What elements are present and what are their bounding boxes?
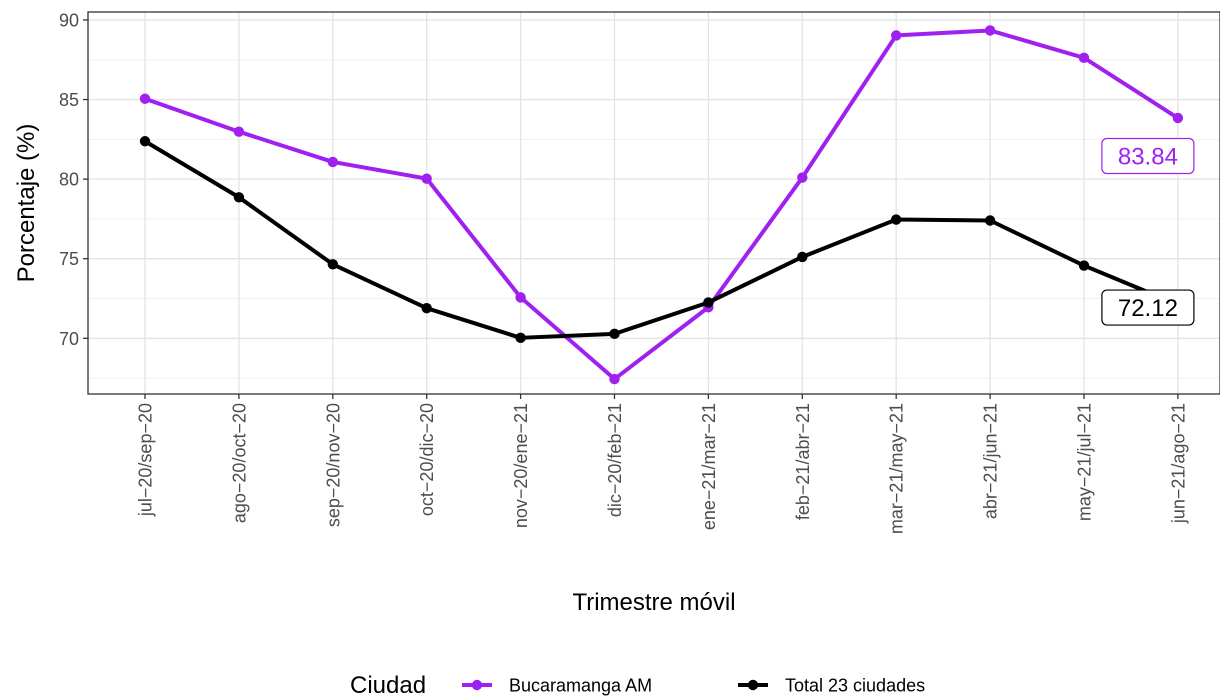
y-tick-label: 70 [59,329,79,349]
legend-label: Bucaramanga AM [509,676,652,696]
x-tick-label: nov−20/ene−21 [511,403,531,528]
x-tick-label: dic−20/feb−21 [605,403,625,517]
data-point [233,126,245,137]
data-point [515,332,526,344]
x-axis: jul−20/sep−20 ago−20/oct−20 sep−20/nov−20 o… [136,394,1188,534]
legend-key-point [747,679,759,691]
y-axis-title: Porcentaje (%) [13,124,40,283]
data-point [421,303,432,314]
y-tick-label: 90 [59,10,79,30]
data-point [891,30,902,41]
data-point [421,173,432,184]
plot-panel [88,12,1220,394]
end-label: 83.84 [1118,144,1178,171]
y-axis: 70 75 80 85 90 [59,10,88,349]
data-point [703,297,714,308]
series-line [143,28,1180,382]
data-point [1078,52,1090,64]
grid-major [88,12,1220,394]
data-point [797,251,808,263]
x-tick-label: jul−20/sep−20 [136,403,156,517]
x-tick-label: ene−21/mar−21 [699,403,719,530]
legend: Ciudad Bucaramanga AM Total 23 ciudades [350,672,925,697]
legend-title: Ciudad [350,672,426,697]
data-point [984,215,996,226]
end-label-box [1101,137,1195,175]
data-point [984,25,996,36]
grid-minor [88,59,1220,379]
x-tick-label: ago−20/oct−20 [229,403,249,523]
data-point [1078,260,1090,271]
x-tick-label: oct−20/dic−20 [417,403,437,516]
y-tick-label: 75 [59,249,79,269]
x-tick-label: feb−21/abr−21 [793,403,813,520]
data-point [327,156,338,168]
x-tick-label: may−21/jul−21 [1075,403,1095,521]
legend-items: Bucaramanga AM Total 23 ciudades [462,676,925,696]
data-point [1172,112,1184,124]
x-tick-label: mar−21/may−21 [887,403,907,534]
y-tick-label: 80 [59,170,79,190]
end-label: 72.12 [1118,295,1178,322]
data-point [609,328,620,340]
data-point [327,259,338,270]
x-tick-label: jun−21/ago−21 [1168,403,1188,524]
y-tick-label: 85 [59,90,79,110]
end-label-box [1101,289,1195,326]
data-point [891,214,902,225]
x-tick-label: sep−20/nov−20 [323,403,343,527]
series-line [143,139,1180,340]
end-label-layer: 83.84 72.12 [1101,137,1195,326]
legend-key-point [471,679,483,691]
data-point [797,172,808,183]
data-point [233,192,245,203]
data-point [139,93,151,104]
data-point [609,373,620,385]
x-axis-title: Trimestre móvil [572,589,735,616]
data-point [515,292,526,303]
legend-label: Total 23 ciudades [785,676,925,696]
plot-border [87,11,1220,395]
x-tick-label: abr−21/jun−21 [981,403,1001,519]
data-point [139,136,151,147]
series-layer [139,25,1184,385]
